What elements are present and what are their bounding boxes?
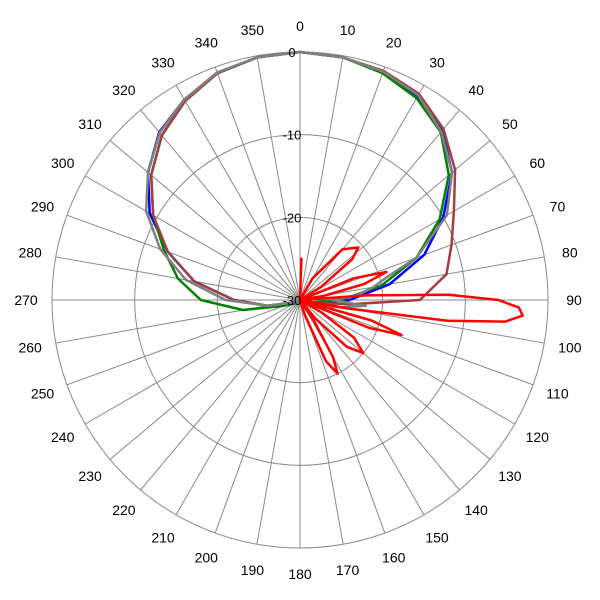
angle-tick-label: 210 [151, 529, 175, 545]
angle-tick-label: 230 [78, 468, 102, 484]
grid-spoke [299, 299, 344, 545]
angle-tick-label: 290 [31, 198, 55, 214]
series-line-4 [144, 50, 454, 309]
series-line-5 [298, 246, 524, 375]
radial-tick-label: -30 [283, 293, 302, 308]
grid-spoke [299, 140, 491, 301]
angle-tick-label: 260 [18, 340, 42, 356]
angle-tick-label: 80 [562, 244, 578, 260]
angle-tick-label: 150 [425, 529, 449, 545]
polar-grid [51, 51, 549, 549]
angle-tick-label: 90 [566, 292, 582, 308]
grid-spoke [299, 299, 386, 534]
angle-tick-label: 280 [18, 244, 42, 260]
grid-spoke [299, 55, 344, 301]
grid-spoke [299, 109, 460, 301]
angle-tick-label: 50 [502, 116, 518, 132]
angle-tick-label: 170 [336, 562, 360, 578]
angle-tick-label: 160 [382, 549, 406, 565]
angle-tick-label: 340 [195, 35, 219, 51]
grid-spoke [140, 109, 301, 301]
angle-tick-label: 60 [530, 155, 546, 171]
grid-spoke [140, 299, 301, 491]
angle-tick-label: 220 [112, 502, 136, 518]
grid-spoke [109, 140, 301, 301]
angle-tick-label: 70 [550, 198, 566, 214]
angle-tick-label: 140 [464, 502, 488, 518]
grid-spoke [214, 66, 301, 301]
angle-tick-label: 350 [241, 22, 265, 38]
grid-spoke [299, 256, 545, 301]
grid-spoke [299, 299, 534, 386]
angle-tick-label: 190 [241, 562, 265, 578]
angle-tick-label: 310 [78, 116, 102, 132]
grid-spoke [66, 299, 301, 386]
angle-tick-label: 270 [14, 292, 38, 308]
angle-tick-label: 110 [546, 386, 569, 402]
angle-tick-label: 180 [288, 566, 312, 582]
grid-spoke [175, 84, 301, 301]
grid-spoke [214, 299, 301, 534]
grid-spoke [299, 175, 516, 301]
grid-spoke [299, 299, 460, 491]
grid-spoke [299, 299, 516, 425]
grid-spoke [299, 66, 386, 301]
angle-tick-label: 120 [526, 429, 550, 445]
angle-tick-label: 200 [195, 549, 219, 565]
grid-spoke [299, 299, 491, 460]
grid-spoke [109, 299, 301, 460]
angle-tick-label: 100 [558, 340, 582, 356]
angle-tick-label: 130 [498, 468, 522, 484]
radial-tick-label: -10 [283, 128, 302, 143]
angle-tick-label: 0 [296, 18, 304, 34]
angle-tick-label: 10 [340, 22, 356, 38]
tick-labels: 0 10 20 30 40 50 60 70 80 90 100 110 120 130 140 150 160… [14, 18, 582, 582]
angle-tick-label: 330 [151, 55, 175, 71]
angle-tick-label: 320 [112, 82, 136, 98]
angle-tick-label: 40 [468, 82, 484, 98]
grid-spoke [299, 84, 425, 301]
radial-tick-label: 0 [288, 45, 295, 60]
series-group [144, 50, 524, 375]
angle-tick-label: 20 [386, 35, 402, 51]
angle-tick-label: 300 [51, 155, 75, 171]
angle-tick-label: 30 [429, 55, 445, 71]
grid-spoke [84, 175, 301, 301]
grid-spoke [66, 214, 301, 301]
grid-spoke [84, 299, 301, 425]
grid-spoke [256, 55, 301, 301]
grid-spoke [256, 299, 301, 545]
grid-spoke [175, 299, 301, 516]
angle-tick-label: 240 [51, 429, 75, 445]
radial-tick-label: -20 [283, 210, 302, 225]
angle-tick-label: 250 [31, 386, 55, 402]
